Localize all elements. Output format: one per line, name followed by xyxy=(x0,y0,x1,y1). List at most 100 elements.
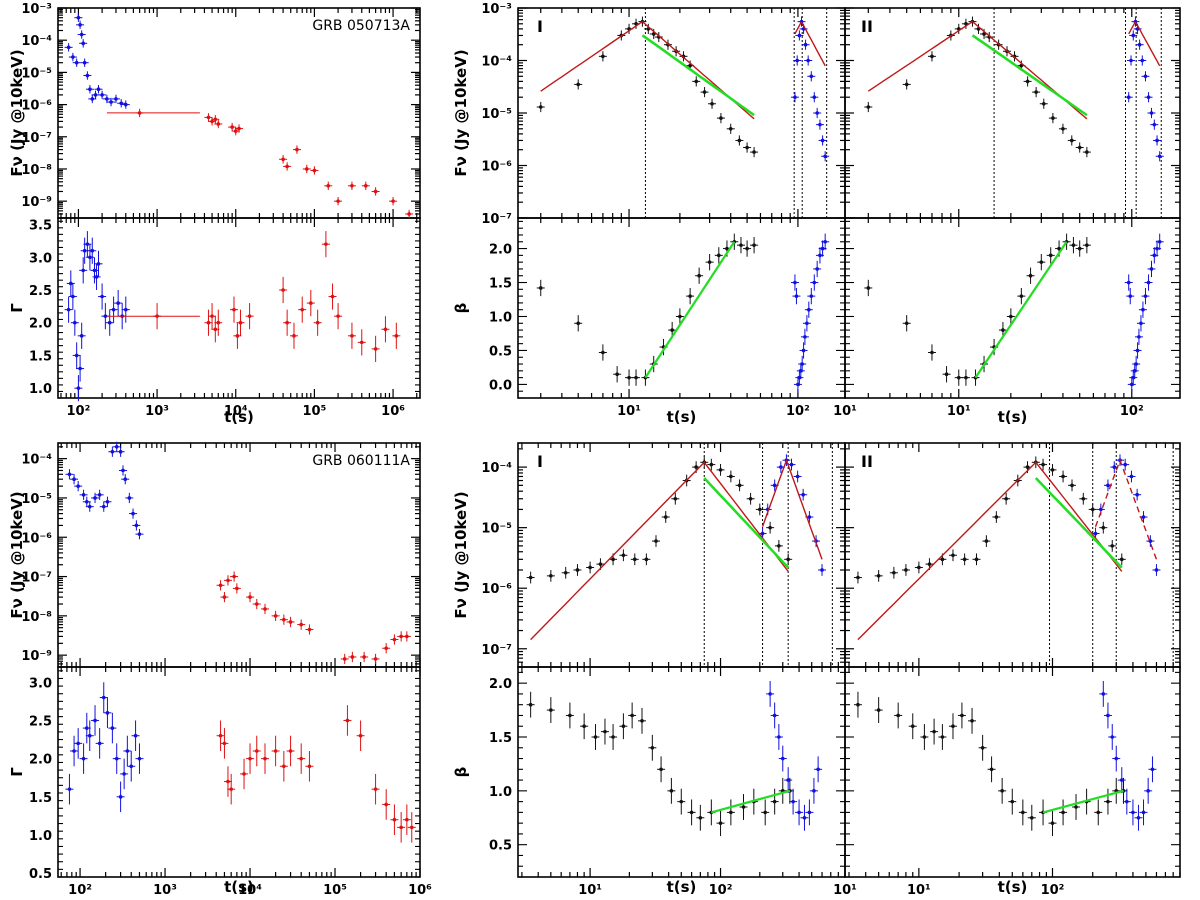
burst2-scenario-II-beta-black-point xyxy=(980,745,985,750)
burst2-overview-flux-blue-point xyxy=(110,449,115,454)
burst2-scenario-I-flux-blue-point xyxy=(779,465,783,469)
burst2-overview-gamma-blue-point xyxy=(137,756,142,761)
burst2-scenario-II-xtick-label: 10² xyxy=(1041,883,1065,898)
burst2-scenario-II-beta-blue-point xyxy=(1119,778,1124,782)
burst1-scenario-II-beta-black-point xyxy=(1009,314,1013,319)
burst2-scenario-II-beta-blue-point xyxy=(1150,767,1155,772)
burst2-overview-flux-red-point xyxy=(273,614,278,618)
burst2-scenario-I-flux-black-point xyxy=(654,539,658,543)
burst2-scenario-II-flux-blue-point xyxy=(1123,462,1127,467)
burst1-scenario-II-flux-blue-point xyxy=(1131,33,1136,38)
burst2-scenario-I-flux-black-point xyxy=(611,557,615,562)
burst2-scenario-II-beta-black-point xyxy=(856,702,860,707)
burst2-overview-flux-red-point xyxy=(307,627,312,632)
burst2-scenario-I-beta-ytick-label: 2.0 xyxy=(489,677,512,692)
burst1-overview-gamma-red-point xyxy=(300,307,305,312)
burst2-scenario-I-beta-black-point xyxy=(650,745,655,750)
burst1-scenario-I-flux-ytick-label: 10⁻⁴ xyxy=(481,55,512,70)
burst2-overview-gamma-red-point xyxy=(229,787,233,791)
burst1-overview-flux-red-point xyxy=(281,157,285,162)
burst1-overview-flux-red-point xyxy=(233,129,238,133)
burst2-scenario-I-flux-black-point xyxy=(777,544,781,548)
burst1-scenario-I-beta-black-point xyxy=(538,286,543,290)
burst1-overview-gamma-blue-point xyxy=(76,386,81,390)
burst1-overview-flux-blue-point xyxy=(123,102,128,107)
burst1-scenario-II-beta-black-point xyxy=(1019,294,1024,298)
burst2-overview-flux-red-point xyxy=(405,634,409,639)
burst1-overview-gamma-red-point xyxy=(309,301,313,305)
burst2-scenario-II-beta-blue-point xyxy=(1114,756,1119,761)
burst1-scenario-I-beta-black-point xyxy=(678,314,682,319)
burst2-overview-gamma-blue-point xyxy=(129,764,134,769)
burst2-scenario-II-beta-blue-point xyxy=(1146,789,1150,793)
burst2-scenario-I-flux-black-point xyxy=(709,462,714,467)
burst2-scenario-II-beta-panel xyxy=(844,666,1181,878)
burst1-overview-flux-blue-point xyxy=(93,93,98,97)
burst1-overview-gamma-red-point xyxy=(213,327,218,332)
burst2-overview-flux-panel xyxy=(57,442,421,668)
burst1-scenario-II-beta-blue-point xyxy=(1126,280,1131,285)
burst2-scenario-I-flux-ylabel: Fν (Jy @10keV) xyxy=(452,491,470,618)
burst2-overview-flux-red-point xyxy=(299,622,303,627)
burst1-overview-flux-blue-point xyxy=(66,45,71,50)
burst2-scenario-II-beta-green-fit xyxy=(1042,789,1124,814)
burst2-overview-gamma-red-point xyxy=(299,756,303,761)
burst1-overview-gamma-panel xyxy=(57,217,421,399)
burst2-scenario-II-flux-black-point xyxy=(1061,474,1065,479)
burst2-overview-gamma-red-point xyxy=(358,733,363,738)
burst2-scenario-II-flux-black-point xyxy=(1041,462,1045,467)
burst2-overview-flux-ytick-label: 10⁻⁹ xyxy=(21,649,52,664)
burst1-scenario-I-xlabel: t(s) xyxy=(667,408,697,426)
burst1-scenario-I-flux-blue-point xyxy=(815,111,819,115)
burst2-overview-flux-blue-point xyxy=(137,532,142,536)
burst2-scenario-I-flux-blue-point xyxy=(772,483,777,488)
burst2-scenario-II-flux-blue-point xyxy=(1093,531,1098,536)
burst1-scenario-II-flux-black-point xyxy=(1085,150,1089,154)
burst1-overview-gamma-red-point xyxy=(359,340,364,345)
burst1-overview-flux-red-point xyxy=(312,168,317,173)
burst2-overview-flux-blue-point xyxy=(123,477,128,481)
burst1-overview-flux-blue-point xyxy=(76,15,81,20)
burst1-scenario-II-beta-blue-point xyxy=(1143,294,1148,298)
burst2-scenario-I-beta-blue-point xyxy=(791,799,795,804)
burst2-overview-gamma-blue-point xyxy=(122,772,126,776)
burst1-overview-flux-blue-point xyxy=(79,32,84,37)
burst2-overview-flux-blue-point xyxy=(127,496,132,500)
burst2-scenario-I-beta-black-point xyxy=(549,708,553,712)
burst2-scenario-II-flux-black-point xyxy=(1070,483,1074,488)
burst1-name-label: GRB 050713A xyxy=(312,18,410,34)
burst1-overview-gamma-blue-point xyxy=(79,334,84,338)
burst1-scenario-I-flux-black-point xyxy=(538,105,543,109)
burst2-overview-gamma-ylabel: Γ xyxy=(8,767,26,777)
burst2-scenario-II-flux-blue-point xyxy=(1129,474,1134,479)
burst1-overview-gamma-red-point xyxy=(235,334,240,338)
burst1-scenario-I-label: I xyxy=(537,17,543,36)
burst1-overview-gamma-blue-point xyxy=(78,366,82,371)
burst1-scenario-I-beta-blue-point xyxy=(815,267,819,271)
burst2-overview-flux-ytick-label: 10⁻⁸ xyxy=(21,610,52,625)
burst1-scenario-II-xtick-label-left: 10¹ xyxy=(833,404,857,419)
burst1-overview-gamma-blue-point xyxy=(74,353,79,358)
burst2-overview-gamma-blue-point xyxy=(84,726,89,730)
burst1-scenario-II-flux-black-point xyxy=(1051,116,1055,120)
burst2-overview-flux-red-point xyxy=(263,607,267,611)
burst2-scenario-II-flux-black-point xyxy=(904,568,908,572)
burst2-scenario-II-flux-black-point xyxy=(1004,496,1008,501)
burst2-overview-gamma-blue-point xyxy=(105,711,110,715)
burst2-overview-gamma-blue-point xyxy=(87,733,92,738)
burst2-overview-flux-red-point xyxy=(248,595,252,599)
burst1-scenario-II-beta-black-point xyxy=(956,375,961,380)
burst2-scenario-I-flux-blue-point xyxy=(789,462,794,467)
burst1-scenario-II-flux-black-point xyxy=(866,105,871,109)
burst1-overview-flux-blue-point xyxy=(78,23,82,27)
burst1-overview-gamma-red-point xyxy=(216,320,221,325)
burst2-scenario-I-beta-blue-point xyxy=(786,778,790,782)
burst2-scenario-I-beta-black-point xyxy=(763,810,768,815)
burst2-overview-flux-blue-point xyxy=(81,493,86,497)
burst1-scenario-I-beta-black-point xyxy=(688,294,692,298)
burst2-scenario-II-xtick-label-left: 10¹ xyxy=(833,883,857,898)
burst1-scenario-I-flux-blue-point xyxy=(797,33,802,38)
burst1-scenario-II-beta-blue-point xyxy=(1155,246,1159,251)
burst1-scenario-II-flux-black-point xyxy=(1041,101,1046,106)
burst1-overview-gamma-ytick-label: 1.5 xyxy=(29,349,52,364)
